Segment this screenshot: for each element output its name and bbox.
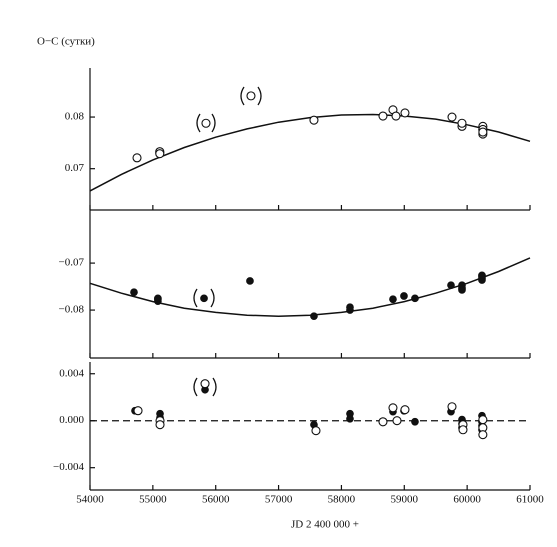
open-point bbox=[458, 425, 468, 435]
x-tick-label: 59000 bbox=[391, 494, 419, 506]
open-point bbox=[391, 111, 401, 121]
y-tick-label: −0.08 bbox=[59, 304, 85, 316]
x-tick-label: 58000 bbox=[328, 494, 356, 506]
x-tick-label: 61000 bbox=[516, 494, 544, 506]
filled-point bbox=[156, 409, 164, 418]
open-point bbox=[133, 406, 143, 416]
y-tick-label: 0.08 bbox=[65, 111, 85, 123]
filled-point bbox=[346, 303, 354, 312]
x-tick-label: 56000 bbox=[202, 494, 230, 506]
open-point bbox=[447, 112, 457, 122]
bracket bbox=[240, 86, 245, 106]
open-point bbox=[457, 118, 467, 128]
bracket bbox=[193, 377, 198, 397]
x-axis-title: JD 2 400 000 + bbox=[291, 519, 359, 531]
open-point bbox=[246, 91, 256, 101]
filled-point bbox=[130, 288, 138, 297]
filled-point bbox=[400, 292, 408, 300]
x-tick-label: 60000 bbox=[453, 494, 481, 506]
open-point bbox=[392, 416, 402, 426]
y-tick-label: 0.07 bbox=[65, 162, 85, 174]
x-tick-label: 55000 bbox=[139, 494, 167, 506]
x-tick-label: 54000 bbox=[76, 494, 104, 506]
bracket bbox=[193, 288, 198, 308]
bracket bbox=[196, 113, 201, 133]
filled-point bbox=[411, 417, 419, 426]
open-point bbox=[400, 405, 410, 415]
filled-point bbox=[246, 277, 254, 285]
y-tick-label: −0.07 bbox=[59, 257, 85, 269]
filled-point bbox=[458, 286, 466, 294]
filled-point bbox=[447, 281, 455, 290]
open-point bbox=[132, 153, 142, 163]
bracket bbox=[211, 113, 216, 133]
filled-point bbox=[478, 272, 486, 281]
open-point bbox=[447, 402, 457, 412]
open-point bbox=[378, 111, 388, 121]
open-point bbox=[388, 403, 398, 413]
y-tick-label: 0.000 bbox=[59, 414, 84, 426]
open-point bbox=[309, 115, 319, 125]
open-point bbox=[201, 118, 211, 128]
open-point bbox=[155, 420, 165, 430]
open-point bbox=[155, 149, 165, 159]
filled-point bbox=[200, 294, 208, 303]
filled-point bbox=[411, 294, 419, 303]
open-point bbox=[478, 430, 488, 440]
open-point bbox=[311, 426, 321, 436]
filled-point bbox=[310, 312, 318, 321]
open-point bbox=[200, 379, 210, 389]
y-tick-label: −0.004 bbox=[53, 461, 84, 473]
filled-point bbox=[154, 295, 162, 304]
y-axis-title: O−C (сутки) bbox=[37, 36, 95, 48]
fit-curve bbox=[89, 257, 531, 317]
open-point bbox=[478, 127, 488, 137]
filled-point bbox=[346, 414, 354, 423]
open-point bbox=[400, 108, 410, 118]
bracket bbox=[257, 86, 262, 106]
filled-point bbox=[389, 295, 397, 304]
open-point bbox=[478, 415, 488, 425]
x-tick-label: 57000 bbox=[265, 494, 293, 506]
y-tick-label: 0.004 bbox=[59, 367, 84, 379]
bracket bbox=[212, 377, 217, 397]
open-point bbox=[378, 417, 388, 427]
bracket bbox=[210, 288, 215, 308]
